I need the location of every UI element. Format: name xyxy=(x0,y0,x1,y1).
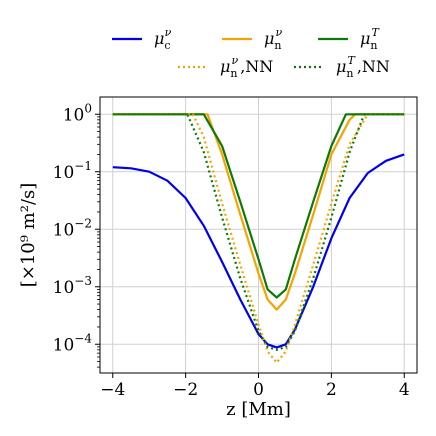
y-tick-label: 100 xyxy=(63,101,92,125)
legend-label: μnν xyxy=(264,26,283,52)
series-line xyxy=(112,113,405,311)
x-tick-label: −2 xyxy=(173,380,198,400)
x-tick-label: 2 xyxy=(326,380,337,400)
legend-label: μnT xyxy=(360,26,381,52)
legend-label: μnν ,NN xyxy=(220,54,273,80)
x-tick-label: 0 xyxy=(253,380,264,400)
x-tick-label: −4 xyxy=(100,380,125,400)
x-axis-ticks: −4 −2 0 2 4 xyxy=(100,373,410,400)
y-tick-label: 10−3 xyxy=(53,274,92,298)
y-tick-label: 10−2 xyxy=(53,216,92,240)
legend-label: μcν xyxy=(154,26,172,52)
series-line xyxy=(112,113,405,351)
legend: μcν μnν μnT μnν ,NN μnT ,NN xyxy=(112,26,390,80)
x-axis-label: z [Mm] xyxy=(226,399,291,420)
y-tick-label: 10−1 xyxy=(53,159,92,183)
plot-area xyxy=(112,113,405,364)
y-axis-label: [×10⁹ m²/s] xyxy=(18,183,39,288)
y-tick-label: 10−4 xyxy=(53,331,93,355)
legend-label: μnT ,NN xyxy=(336,54,390,80)
grid xyxy=(100,97,417,373)
y-axis-ticks: 100 10−1 10−2 10−3 10−4 xyxy=(53,101,100,368)
series-line xyxy=(112,113,405,299)
x-tick-label: 4 xyxy=(399,380,410,400)
series-line xyxy=(112,153,405,349)
